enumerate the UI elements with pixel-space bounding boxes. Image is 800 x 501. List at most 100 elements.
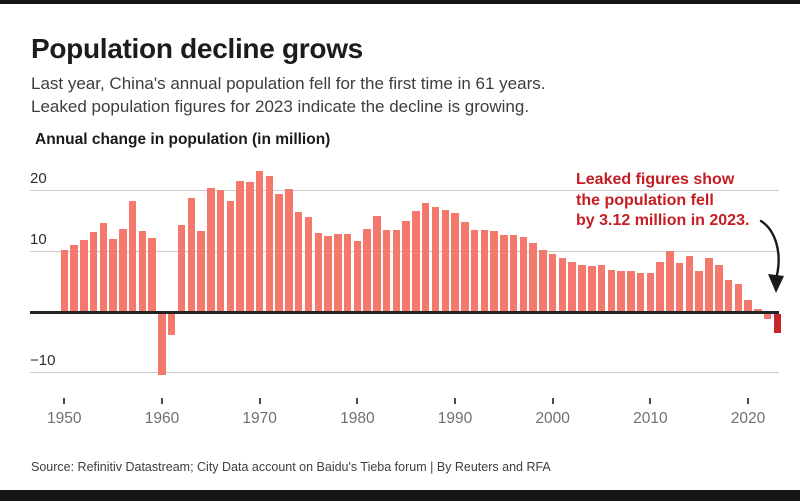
bar-1963 <box>187 198 196 312</box>
bar-1993 <box>480 230 489 312</box>
x-axis-label-1960: 1960 <box>144 410 180 427</box>
bar-1989 <box>441 210 449 312</box>
bar-1958 <box>138 230 147 312</box>
annotation-line-2: the population fell <box>576 191 714 209</box>
bar-1951 <box>70 244 78 312</box>
bar-2005 <box>597 265 606 312</box>
bar-1983 <box>382 229 391 312</box>
x-axis-label-1990: 1990 <box>437 410 473 427</box>
top-border-bar <box>0 0 800 4</box>
bar-1972 <box>275 193 283 312</box>
zero-baseline <box>30 311 779 314</box>
bar-2022 <box>763 314 772 320</box>
bar-1976 <box>314 233 323 312</box>
bar-1955 <box>109 239 117 312</box>
bar-2004 <box>588 265 596 312</box>
subtitle: Last year, China's annual population fel… <box>31 73 545 118</box>
annotation-arrow-icon <box>759 219 784 293</box>
bar-1960 <box>158 314 166 375</box>
bar-1995 <box>500 234 508 312</box>
bar-2013 <box>675 263 684 312</box>
bar-1988 <box>431 207 440 312</box>
bottom-border-bar <box>0 490 800 501</box>
bar-1964 <box>197 231 205 312</box>
annotation-text: Leaked figures show the population fell … <box>576 170 776 232</box>
bar-1957 <box>128 201 137 312</box>
bar-2018 <box>724 279 733 312</box>
x-tick-2020 <box>747 398 750 404</box>
page-title: Population decline grows <box>31 33 363 64</box>
bar-1987 <box>421 203 430 312</box>
bar-2010 <box>646 273 655 312</box>
bar-2016 <box>705 257 713 312</box>
bar-2009 <box>636 272 645 312</box>
x-tick-1960 <box>160 398 163 404</box>
chart-title: Annual change in population (in million) <box>35 131 331 148</box>
annotation-line-3: by 3.12 million in 2023. <box>576 212 750 229</box>
x-axis-label-2010: 2010 <box>633 410 668 427</box>
x-tick-1980 <box>356 398 359 404</box>
bar-1992 <box>470 230 479 312</box>
x-axis-label-1980: 1980 <box>340 410 375 427</box>
bar-1965 <box>207 188 215 312</box>
gridline-20 <box>30 190 779 191</box>
bar-1954 <box>99 222 108 312</box>
bar-2017 <box>715 264 723 312</box>
bar-2007 <box>617 270 625 312</box>
bar-2002 <box>568 261 576 312</box>
x-tick-1970 <box>258 398 261 404</box>
bar-1985 <box>402 221 410 312</box>
bar-1998 <box>529 243 537 312</box>
bar-1974 <box>294 211 303 312</box>
y-axis-label-10: 10 <box>30 231 47 248</box>
bar-1977 <box>324 235 332 312</box>
bar-2021 <box>754 309 762 312</box>
x-axis-label-2020: 2020 <box>730 410 766 427</box>
bar-1980 <box>353 241 362 312</box>
subtitle-line-1: Last year, China's annual population fel… <box>31 74 546 93</box>
bar-1996 <box>509 235 518 312</box>
bar-1959 <box>148 238 156 312</box>
bar-1991 <box>461 221 469 312</box>
bar-1984 <box>392 230 401 312</box>
bar-1973 <box>285 188 293 312</box>
x-axis-label-1950: 1950 <box>47 410 82 427</box>
bar-1969 <box>246 182 254 312</box>
bar-1978 <box>334 234 342 312</box>
bar-1986 <box>412 211 420 312</box>
bar-2003 <box>578 265 586 312</box>
y-axis-label-minus-10: −10 <box>30 352 56 369</box>
x-tick-1990 <box>454 398 457 404</box>
source-line: Source: Refinitiv Datastream; City Data … <box>31 460 551 474</box>
gridline-minus-10 <box>30 372 779 373</box>
bar-1981 <box>363 229 371 312</box>
bar-2000 <box>548 253 557 312</box>
y-axis-label-20: 20 <box>30 170 47 187</box>
bar-2001 <box>558 258 567 312</box>
bar-1956 <box>119 229 127 312</box>
bar-2014 <box>685 255 694 312</box>
bar-1971 <box>265 176 274 312</box>
bar-2015 <box>695 270 703 312</box>
bar-1982 <box>373 215 381 312</box>
x-axis-label-1970: 1970 <box>242 410 277 427</box>
bar-2006 <box>607 269 616 312</box>
subtitle-line-2: Leaked population figures for 2023 indic… <box>31 96 530 116</box>
bar-1952 <box>80 240 88 312</box>
annotation-line-1: Leaked figures show <box>576 171 735 188</box>
x-tick-2010 <box>649 398 652 404</box>
x-tick-1950 <box>63 398 66 404</box>
bar-2011 <box>656 261 664 312</box>
bar-1997 <box>519 236 528 312</box>
bar-2023 <box>773 314 782 333</box>
bar-1966 <box>216 190 225 312</box>
bar-1962 <box>177 224 186 312</box>
bar-1975 <box>304 217 313 312</box>
bar-1970 <box>255 171 264 312</box>
bar-1990 <box>451 213 459 312</box>
bar-2012 <box>666 250 674 312</box>
bar-2019 <box>734 283 743 312</box>
bar-2020 <box>744 299 752 312</box>
